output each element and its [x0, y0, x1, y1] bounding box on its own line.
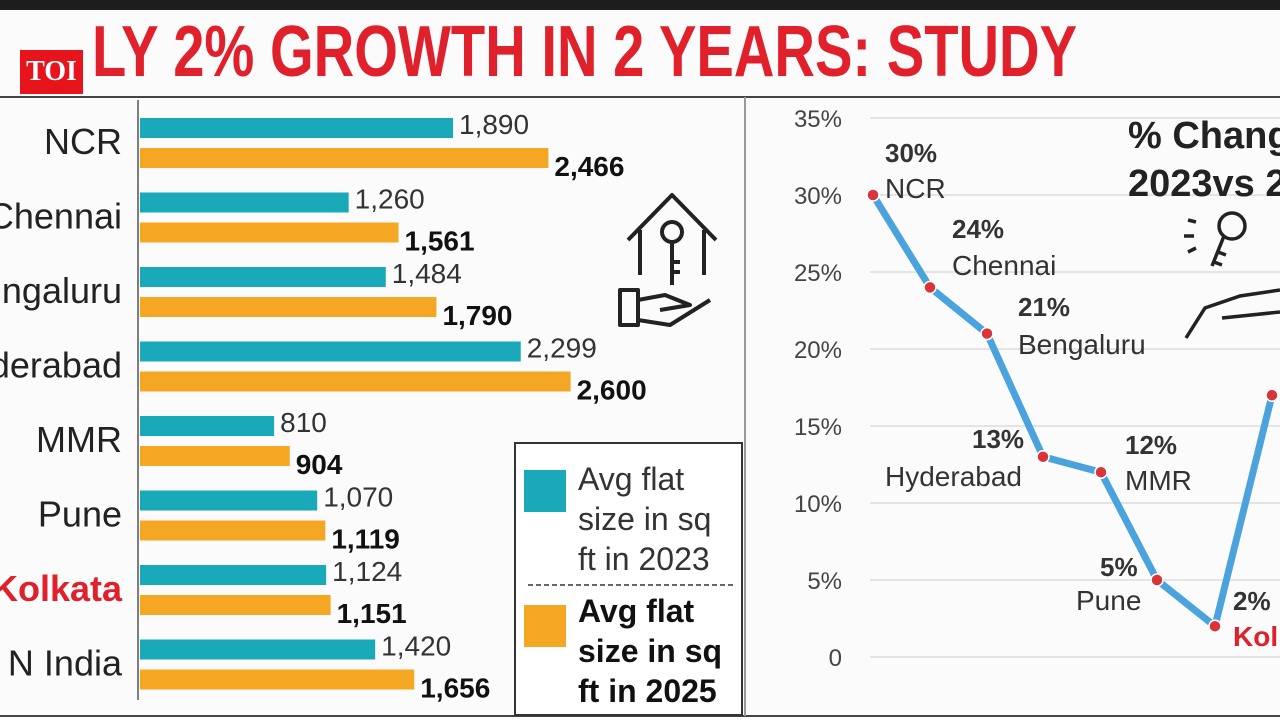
y-tick-label: 20%: [794, 337, 842, 364]
bar-2025: [140, 297, 437, 317]
bar-2025: [140, 371, 571, 392]
value-label-2025: 1,656: [420, 673, 490, 704]
value-label-2023: 1,890: [459, 109, 529, 140]
category-label: ngaluru: [2, 270, 122, 311]
bar-2025: [140, 595, 331, 615]
legend-line: ft in 2025: [578, 673, 717, 709]
y-tick-label: 35%: [794, 106, 842, 133]
y-tick-label: 30%: [794, 183, 842, 210]
key-shaft: [670, 242, 680, 285]
bar-2025: [140, 222, 399, 243]
series-line: [870, 193, 1276, 630]
point-value-label: 12%: [1125, 430, 1177, 460]
point-category-label: NCR: [885, 173, 946, 204]
toi-logo: TOI: [20, 50, 83, 94]
bar-2025: [140, 446, 290, 466]
point-value-label: 24%: [952, 214, 1004, 244]
value-label-2025: 904: [296, 449, 343, 480]
legend-line: size in sq: [578, 633, 722, 669]
headline: LY 2% GROWTH IN 2 YEARS: STUDY: [92, 12, 1078, 92]
value-label-2023: 1,124: [332, 556, 402, 587]
bar-2023: [140, 192, 349, 213]
legend-label-2023: Avg flat size in sq ft in 2023: [578, 461, 711, 577]
point-category-label: Bengaluru: [1018, 329, 1146, 360]
point-category-label: MMR: [1125, 465, 1192, 496]
bar-2025: [140, 520, 326, 541]
category-label: Chennai: [0, 196, 122, 237]
legend-line: ft in 2023: [578, 541, 710, 577]
point-category-label: Pune: [1076, 585, 1141, 616]
data-point: [980, 326, 994, 341]
value-label-2025: 2,600: [577, 375, 647, 406]
category-label: derabad: [0, 345, 122, 386]
data-point: [866, 188, 880, 202]
value-label-2025: 1,119: [331, 524, 400, 555]
hand-outline: [618, 288, 712, 327]
key-head: [660, 220, 684, 244]
point-value-label: 2%: [1233, 586, 1271, 616]
legend-swatch-2023: [524, 470, 566, 512]
value-label-2025: 1,790: [442, 300, 512, 331]
category-label: N India: [8, 643, 123, 684]
y-tick-label: 25%: [794, 260, 842, 287]
point-category-label: Koll: [1233, 621, 1280, 652]
data-point: [923, 280, 937, 295]
legend-swatch-2025: [524, 605, 566, 647]
data-point: [1036, 450, 1050, 464]
legend-line: size in sq: [578, 501, 711, 537]
bar-2025: [140, 669, 415, 690]
bar-2023: [140, 565, 327, 585]
category-label: MMR: [36, 419, 122, 460]
value-label-2025: 1,151: [337, 598, 407, 629]
value-label-2025: 1,561: [405, 226, 475, 257]
value-label-2023: 2,299: [527, 333, 597, 364]
key-shaft: [1210, 235, 1227, 267]
bar-2023: [140, 267, 386, 287]
spark-lines: [1184, 218, 1197, 254]
category-label: Kolkata: [0, 568, 123, 609]
point-value-label: 30%: [885, 138, 937, 168]
value-label-2023: 1,260: [355, 184, 425, 215]
bar-2023: [140, 416, 275, 436]
category-label: NCR: [44, 121, 122, 162]
keys-hand-icon: [1184, 211, 1280, 339]
line-chart-title: % Chang 2023vs 20: [1128, 115, 1280, 205]
point-value-label: 21%: [1018, 292, 1070, 322]
data-point: [1265, 388, 1279, 402]
legend-line: Avg flat: [578, 461, 684, 497]
value-label-2023: 1,070: [323, 482, 393, 513]
key-ring: [1217, 211, 1247, 241]
y-tick-label: 0: [829, 645, 842, 672]
bar-2023: [140, 118, 453, 138]
value-label-2023: 1,484: [392, 258, 462, 289]
legend-line: Avg flat: [578, 593, 695, 629]
y-tick-label: 5%: [807, 568, 842, 595]
point-category-label: Hyderabad: [885, 461, 1022, 492]
title-line: % Chang: [1128, 115, 1280, 157]
bar-2023: [140, 490, 318, 511]
point-value-label: 13%: [972, 424, 1024, 454]
house-outline: [626, 193, 718, 275]
point-category-label: Chennai: [952, 250, 1056, 281]
legend-label-2025: Avg flat size in sq ft in 2025: [578, 593, 722, 709]
hand-outline: [1184, 288, 1280, 339]
value-label-2023: 810: [280, 407, 327, 438]
data-point: [1094, 465, 1108, 479]
value-label-2023: 1,420: [381, 631, 451, 662]
bar-2023: [140, 639, 376, 660]
y-tick-label: 10%: [794, 491, 842, 518]
house-key-hand-icon: [618, 193, 718, 327]
top-bar: [0, 0, 1280, 10]
data-point: [1150, 573, 1164, 587]
point-value-label: 5%: [1100, 552, 1138, 582]
value-label-2025: 2,466: [554, 151, 624, 182]
bar-2023: [140, 341, 521, 362]
bar-2025: [140, 148, 549, 168]
data-point: [1208, 619, 1222, 633]
y-tick-label: 15%: [794, 414, 842, 441]
category-label: Pune: [38, 494, 122, 535]
title-line: 2023vs 20: [1128, 163, 1280, 205]
